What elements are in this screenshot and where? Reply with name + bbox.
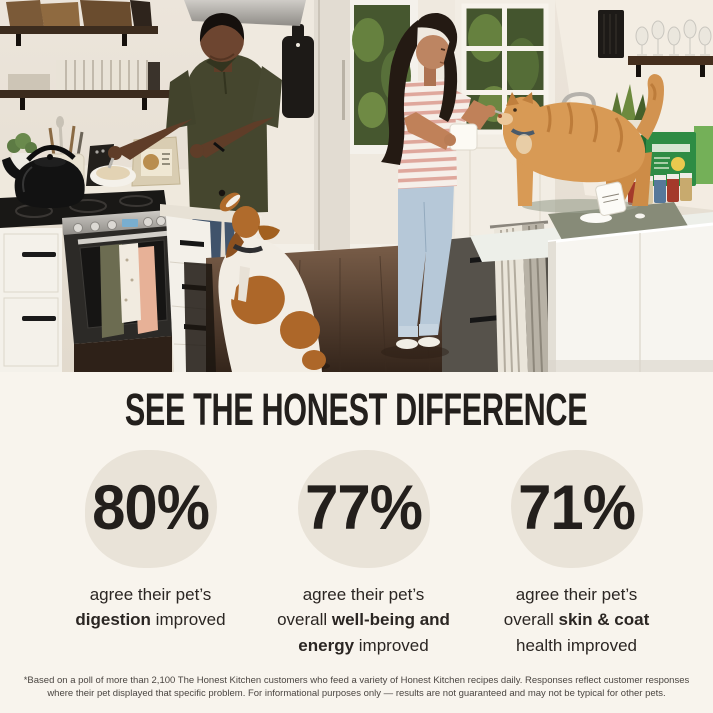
hero-photo	[0, 0, 713, 372]
stat-description: agree their pet’s overall well-being and e…	[277, 584, 450, 655]
footnote-line-1: *Based on a poll of more than 2,100 The …	[23, 675, 690, 687]
pet-food-boxes	[640, 126, 713, 188]
kettle	[2, 145, 85, 208]
section-heading: SEE THE HONEST DIFFERENCE	[0, 384, 713, 435]
footnote-line-2: where their pet displayed that specific …	[47, 688, 666, 700]
stat-percent: 71%	[518, 473, 636, 544]
stat-description: agree their pet’s overall skin & coat heal…	[503, 584, 650, 655]
oven-towel-white	[119, 243, 141, 323]
stat-description: agree their pet’s digestion improved	[75, 584, 226, 630]
stat-wellbeing: 77% agree their pet’s overall well-being …	[257, 444, 470, 659]
counter-edge	[160, 204, 246, 224]
tipped-cup	[580, 181, 645, 223]
stat-blob: 71%	[510, 449, 643, 568]
stat-percent: 80%	[92, 473, 210, 544]
mixing-bowl	[90, 165, 136, 187]
stat-digestion: 80% agree their pet’s digestion improved	[44, 444, 257, 659]
stats-section: SEE THE HONEST DIFFERENCE 80% agree thei…	[0, 384, 713, 700]
wall-shelves	[0, 0, 170, 110]
pantry-cabinet	[314, 0, 350, 250]
section-heading-text: SEE THE HONEST DIFFERENCE	[125, 384, 588, 435]
oven-towel-olive	[100, 244, 124, 338]
footnote: *Based on a poll of more than 2,100 The …	[7, 674, 707, 700]
stat-skin-coat: 71% agree their pet’s overall skin & coat…	[470, 444, 683, 659]
stat-blob: 77%	[297, 449, 430, 568]
farmhouse-sink	[547, 222, 713, 372]
oven-range	[62, 210, 172, 344]
glass-shelf	[598, 10, 713, 77]
stat-blob: 80%	[84, 449, 217, 568]
counter-plant	[7, 133, 37, 170]
stats-row: 80% agree their pet’s digestion improved …	[0, 444, 713, 659]
stat-percent: 77%	[305, 473, 423, 544]
woman-figure	[381, 12, 509, 359]
left-lower-cabinets	[0, 228, 62, 372]
dog-figure	[218, 189, 330, 372]
